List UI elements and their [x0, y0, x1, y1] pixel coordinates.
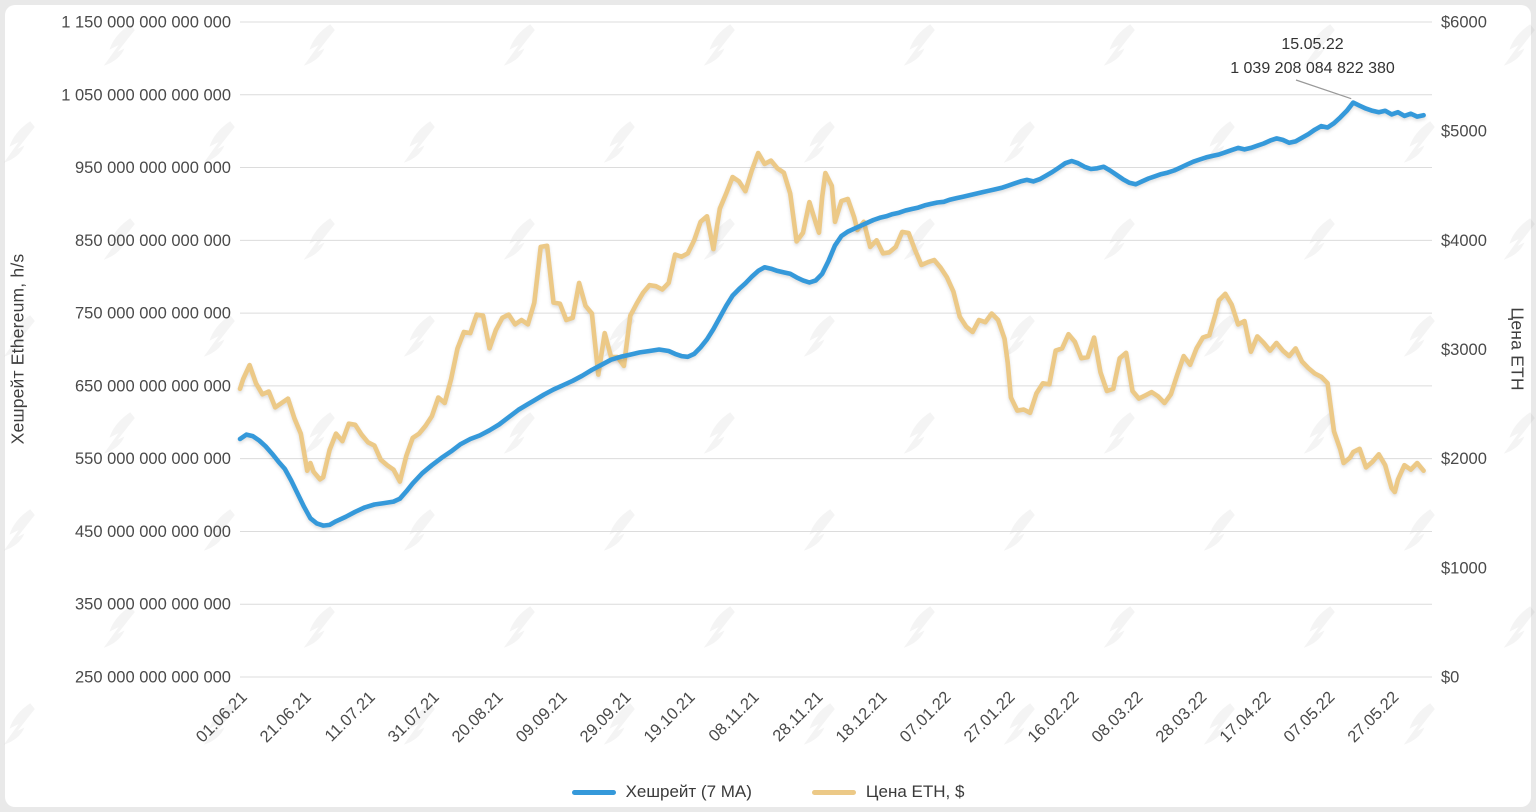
hashrate-line-swatch — [571, 789, 616, 795]
legend-label-eth-price: Цена ETH, $ — [865, 782, 965, 801]
svg-text:19.10.21: 19.10.21 — [641, 688, 699, 746]
svg-text:28.03.22: 28.03.22 — [1152, 688, 1210, 746]
svg-text:850 000 000 000 000: 850 000 000 000 000 — [75, 232, 231, 250]
peak-annotation-value: 1 039 208 084 822 380 — [1230, 60, 1395, 77]
svg-text:1 150 000 000 000 000: 1 150 000 000 000 000 — [61, 14, 231, 32]
axis-tick-labels: 1 150 000 000 000 000 1 050 000 000 000 0… — [61, 14, 1487, 747]
legend-item-eth-price[interactable]: Цена ETH, $ — [811, 782, 965, 802]
svg-text:16.02.22: 16.02.22 — [1024, 688, 1082, 746]
svg-text:$2000: $2000 — [1441, 450, 1487, 468]
legend: Хешрейт (7 MA) Цена ETH, $ — [0, 782, 1536, 802]
svg-text:750 000 000 000 000: 750 000 000 000 000 — [75, 305, 231, 323]
svg-text:550 000 000 000 000: 550 000 000 000 000 — [75, 450, 231, 468]
svg-text:250 000 000 000 000: 250 000 000 000 000 — [75, 669, 231, 687]
svg-text:1 050 000 000 000 000: 1 050 000 000 000 000 — [61, 86, 231, 104]
svg-text:27.05.22: 27.05.22 — [1344, 688, 1402, 746]
svg-text:11.07.21: 11.07.21 — [321, 688, 378, 745]
svg-text:20.08.21: 20.08.21 — [449, 688, 507, 746]
svg-text:$6000: $6000 — [1441, 14, 1487, 32]
svg-text:$0: $0 — [1441, 669, 1459, 687]
svg-text:$4000: $4000 — [1441, 232, 1487, 250]
svg-text:$3000: $3000 — [1441, 341, 1487, 359]
y-axis-left-title: Хешрейт Ethereum, h/s — [7, 253, 28, 445]
legend-item-hashrate[interactable]: Хешрейт (7 MA) — [571, 782, 752, 802]
svg-text:21.06.21: 21.06.21 — [257, 688, 315, 746]
svg-text:$1000: $1000 — [1441, 559, 1487, 577]
svg-text:01.06.21: 01.06.21 — [193, 688, 251, 746]
peak-annotation: 15.05.22 1 039 208 084 822 380 — [1200, 33, 1425, 81]
svg-text:450 000 000 000 000: 450 000 000 000 000 — [75, 523, 231, 541]
annotation-leader-line — [1295, 79, 1352, 100]
gridlines — [240, 21, 1432, 678]
svg-text:07.01.22: 07.01.22 — [896, 688, 954, 746]
svg-text:650 000 000 000 000: 650 000 000 000 000 — [75, 377, 231, 395]
svg-text:18.12.21: 18.12.21 — [832, 688, 890, 746]
svg-text:350 000 000 000 000: 350 000 000 000 000 — [75, 596, 231, 614]
svg-text:08.03.22: 08.03.22 — [1088, 688, 1146, 746]
svg-text:950 000 000 000 000: 950 000 000 000 000 — [75, 159, 231, 177]
eth-price-line-swatch — [811, 789, 856, 795]
svg-text:$5000: $5000 — [1441, 123, 1487, 141]
legend-label-hashrate: Хешрейт (7 MA) — [625, 782, 752, 801]
y-axis-right-title: Цена ETH — [1507, 307, 1528, 391]
series-lines — [237, 100, 1426, 528]
watermark-layer — [3, 24, 1535, 745]
svg-text:07.05.22: 07.05.22 — [1280, 688, 1338, 746]
peak-annotation-date: 15.05.22 — [1281, 36, 1344, 53]
svg-text:09.09.21: 09.09.21 — [513, 688, 571, 746]
svg-text:08.11.21: 08.11.21 — [705, 688, 762, 745]
